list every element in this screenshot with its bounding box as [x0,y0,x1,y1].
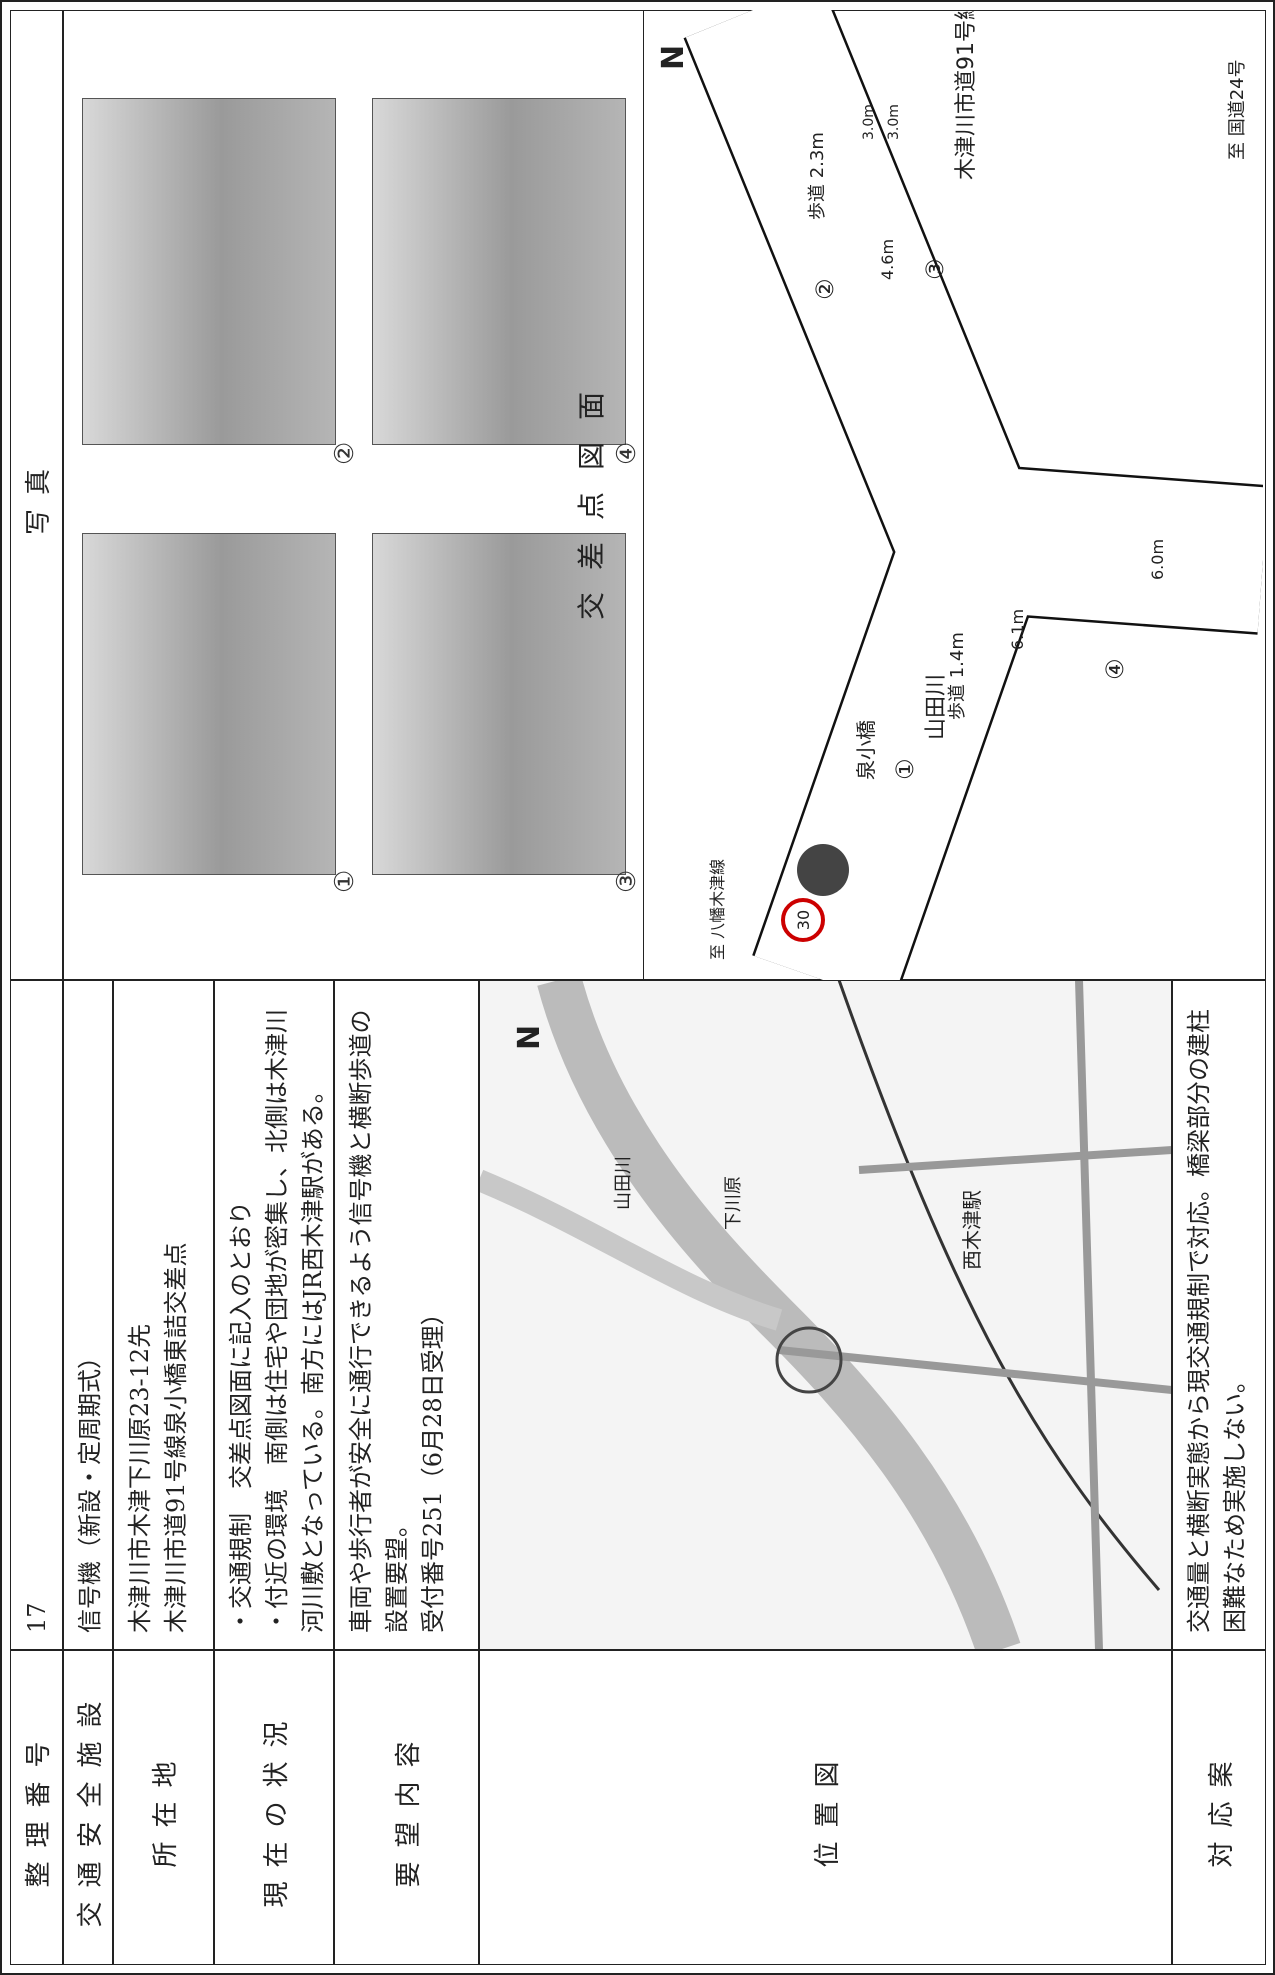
diagram-label: ④ [1101,658,1129,680]
diagram-label: 至 国道24号 [1227,59,1248,160]
diagram-label: 山田川 [924,674,949,740]
diagram-label: 6.1m [1008,609,1027,650]
map-label: 西木津駅 [960,1190,984,1270]
road [778,980,1172,1650]
row-label: 整理番号 [10,1650,63,1965]
photo-header: 写真 [10,10,63,980]
row-value: 交通量と横断実態から現交通規制で対応。橋梁部分の建柱困難なため実施しない。 [1172,980,1266,1650]
photo-label: ① [330,869,360,893]
diagram-label: 木津川市道91号線 [954,10,979,180]
diagram-label: ② [811,278,839,300]
row-value [479,980,1172,1650]
north: N [512,1025,547,1050]
north: N [656,45,691,70]
photo-label: ③ [612,869,642,893]
signal [797,844,849,896]
photo-label: ② [330,441,360,465]
diagram-label: 3.0m [861,104,877,140]
diagram-label: 泉小橋 [854,720,878,780]
diagram-label: ③ [921,258,949,280]
map-label: 山田川 [613,1156,634,1210]
row-value: 木津川市木津下川原23-12先 木津川市道91号線泉小橋東詰交差点 [113,980,214,1650]
photo-label: ④ [612,441,642,465]
row-value: 車両や歩行者が安全に通行できるよう信号機と横断歩道の設置要望。 受付番号251（6… [334,980,479,1650]
location-map: N 西木津駅 山田川 下川原 [479,980,1172,1650]
diagram-label: ① [891,758,919,780]
value-line: ・付近の環境 南側は住宅や団地が密集し、北側は木津川河川敷となっている。南方には… [263,1009,327,1633]
row-label: 要望内容 [334,1650,479,1965]
value-line: 交通量と横断実態から現交通規制で対応。橋梁部分の建柱困難なため実施しない。 [1185,1009,1249,1633]
diagram-title: 交差点図面 [575,370,608,621]
value-line: 信号機（新設・定周期式） [76,1345,104,1633]
diagram-label: 6.0m [1148,539,1167,580]
diagram-label: 歩道 1.4m [947,632,968,720]
value-line: 受付番号251（6月28日受理） [419,1301,447,1633]
row-value: 信号機（新設・定周期式） [63,980,113,1650]
row-value: ・交通規制 交差点図面に記入のとおり ・付近の環境 南側は住宅や団地が密集し、北側… [214,980,334,1650]
row-label: 位置図 [479,1650,1172,1965]
diagram-label: 4.6m [878,239,897,280]
photo [82,533,336,875]
photo [82,98,336,445]
row-label: 交通安全施設 [63,1650,113,1965]
diagram-label: 至 八幡木津線 [708,859,727,960]
railway [837,980,1161,1591]
road [685,10,1263,980]
diagram-label: 歩道 2.3m [807,132,828,220]
row-value: 17 [10,980,63,1650]
value-line: 車両や歩行者が安全に通行できるよう信号機と横断歩道の設置要望。 [347,1009,411,1633]
site-circle [775,1326,843,1394]
value-line: 17 [23,1602,51,1633]
row-label: 所在地 [113,1650,214,1965]
speed-label: 30 [794,910,813,930]
value-line: 木津川市木津下川原23-12先 [126,1323,154,1633]
value-line: 木津川市道91号線泉小橋東詰交差点 [162,1242,190,1633]
river [479,1169,783,1331]
speed-sign [781,898,825,942]
row-label: 対応案 [1172,1650,1266,1965]
diagram-label: 3.0m [886,104,902,140]
row-label: 現在の状況 [214,1650,334,1965]
value-line: ・交通規制 交差点図面に記入のとおり [227,1201,255,1633]
map-label: 下川原 [723,1176,744,1230]
